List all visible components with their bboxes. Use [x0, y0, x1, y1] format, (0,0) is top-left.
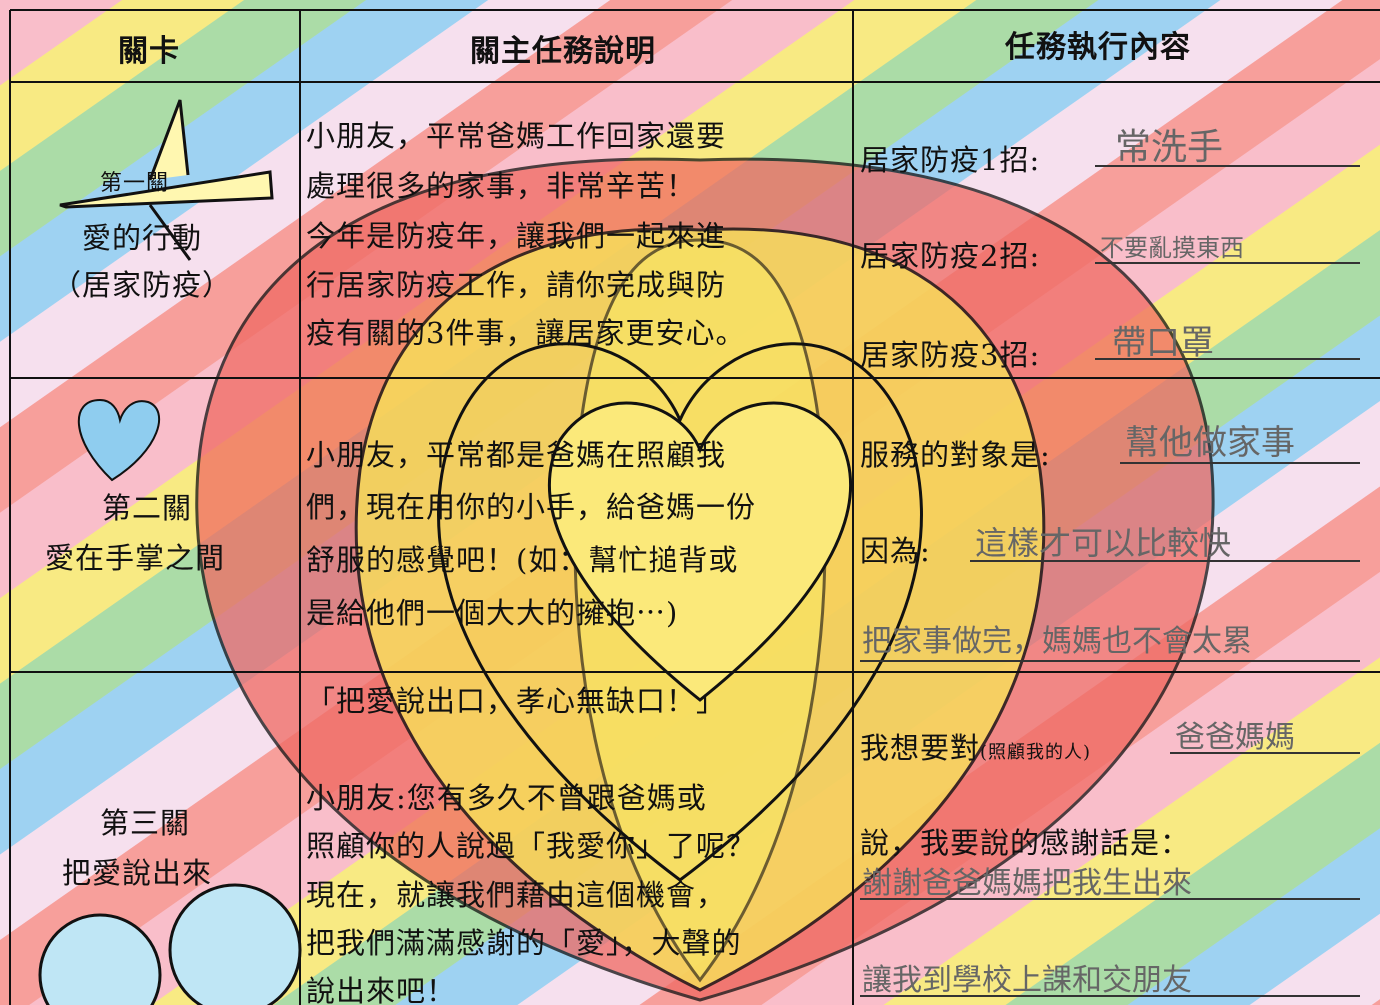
- handwritten-answer: 讓我到學校上課和交朋友: [862, 963, 1192, 998]
- description-line: 處理很多的家事，非常辛苦！: [306, 169, 697, 203]
- handwritten-answer: 帶口罩: [1112, 323, 1214, 363]
- description-line: 「把愛說出口，孝心無缺口！」: [306, 684, 727, 718]
- task-label: 居家防疫2招:: [860, 239, 1041, 273]
- task-label: 我想要對(照顧我的人): [860, 725, 1091, 767]
- stage-label: 第一關: [100, 171, 170, 196]
- description-line: 小朋友，平常爸媽工作回家還要: [306, 119, 727, 153]
- answer-line: [970, 560, 1360, 562]
- description-line: 舒服的感覺吧！(如：幫忙搥背或: [306, 543, 739, 577]
- answer-line: [1095, 358, 1360, 360]
- description-line: 今年是防疫年，讓我們一起來進: [306, 219, 727, 253]
- header-cell: 任務執行內容: [1005, 30, 1191, 65]
- task-label: 居家防疫1招:: [860, 143, 1041, 177]
- answer-line: [860, 898, 1360, 900]
- stage-subtitle: （居家防疫）: [52, 268, 233, 302]
- description-line: 是給他們一個大大的擁抱⋯): [306, 596, 679, 630]
- handwritten-answer: 不要亂摸東西: [1100, 234, 1244, 262]
- handwritten-answer: 爸爸媽媽: [1175, 720, 1295, 755]
- handwritten-answer: 把家事做完，媽媽也不會太累: [862, 624, 1252, 659]
- description-line: 小朋友，平常都是爸媽在照顧我: [306, 438, 727, 472]
- answer-line: [1120, 462, 1360, 464]
- handwritten-answer: 謝謝爸爸媽媽把我生出來: [862, 866, 1192, 901]
- task-label: 服務的對象是:: [860, 438, 1051, 472]
- handwritten-answer: 常洗手: [1115, 127, 1224, 168]
- stage-title: 愛的行動: [82, 221, 203, 255]
- description-line: 說出來吧！: [306, 974, 457, 1005]
- description-line: 疫有關的3件事，讓居家更安心。: [306, 316, 746, 350]
- description-line: 現在，就讓我們藉由這個機會，: [306, 878, 727, 912]
- description-line: 行居家防疫工作，請你完成與防: [306, 268, 727, 302]
- stage-title: 愛在手掌之間: [45, 541, 226, 575]
- task-label: 居家防疫3招:: [860, 338, 1041, 372]
- answer-line: [1170, 752, 1360, 754]
- stage-label: 第二關: [102, 491, 193, 525]
- task-label: 說，我要說的感謝話是：: [860, 826, 1191, 860]
- stage-title: 把愛說出來: [62, 856, 213, 890]
- stage-label: 第三關: [100, 806, 191, 840]
- task-label: 因為:: [860, 534, 931, 568]
- description-line: 小朋友:您有多久不曾跟爸媽或: [306, 781, 707, 815]
- task-note: (照顧我的人): [980, 742, 1092, 763]
- description-line: 們，現在用你的小手，給爸媽一份: [306, 490, 757, 524]
- header-cell: 關卡: [118, 34, 180, 69]
- answer-line: [860, 995, 1360, 997]
- description-line: 把我們滿滿感謝的「愛」，大聲的: [306, 926, 742, 960]
- handwritten-answer: 這樣才可以比較快: [975, 524, 1232, 562]
- description-line: 照顧你的人說過「我愛你」了呢？: [306, 829, 757, 863]
- handwritten-answer: 幫他做家事: [1125, 423, 1295, 463]
- answer-line: [1095, 165, 1360, 167]
- header-cell: 關主任務說明: [470, 34, 656, 69]
- answer-line: [1095, 262, 1360, 264]
- answer-line: [860, 660, 1360, 662]
- task-label-text: 我想要對: [860, 731, 981, 765]
